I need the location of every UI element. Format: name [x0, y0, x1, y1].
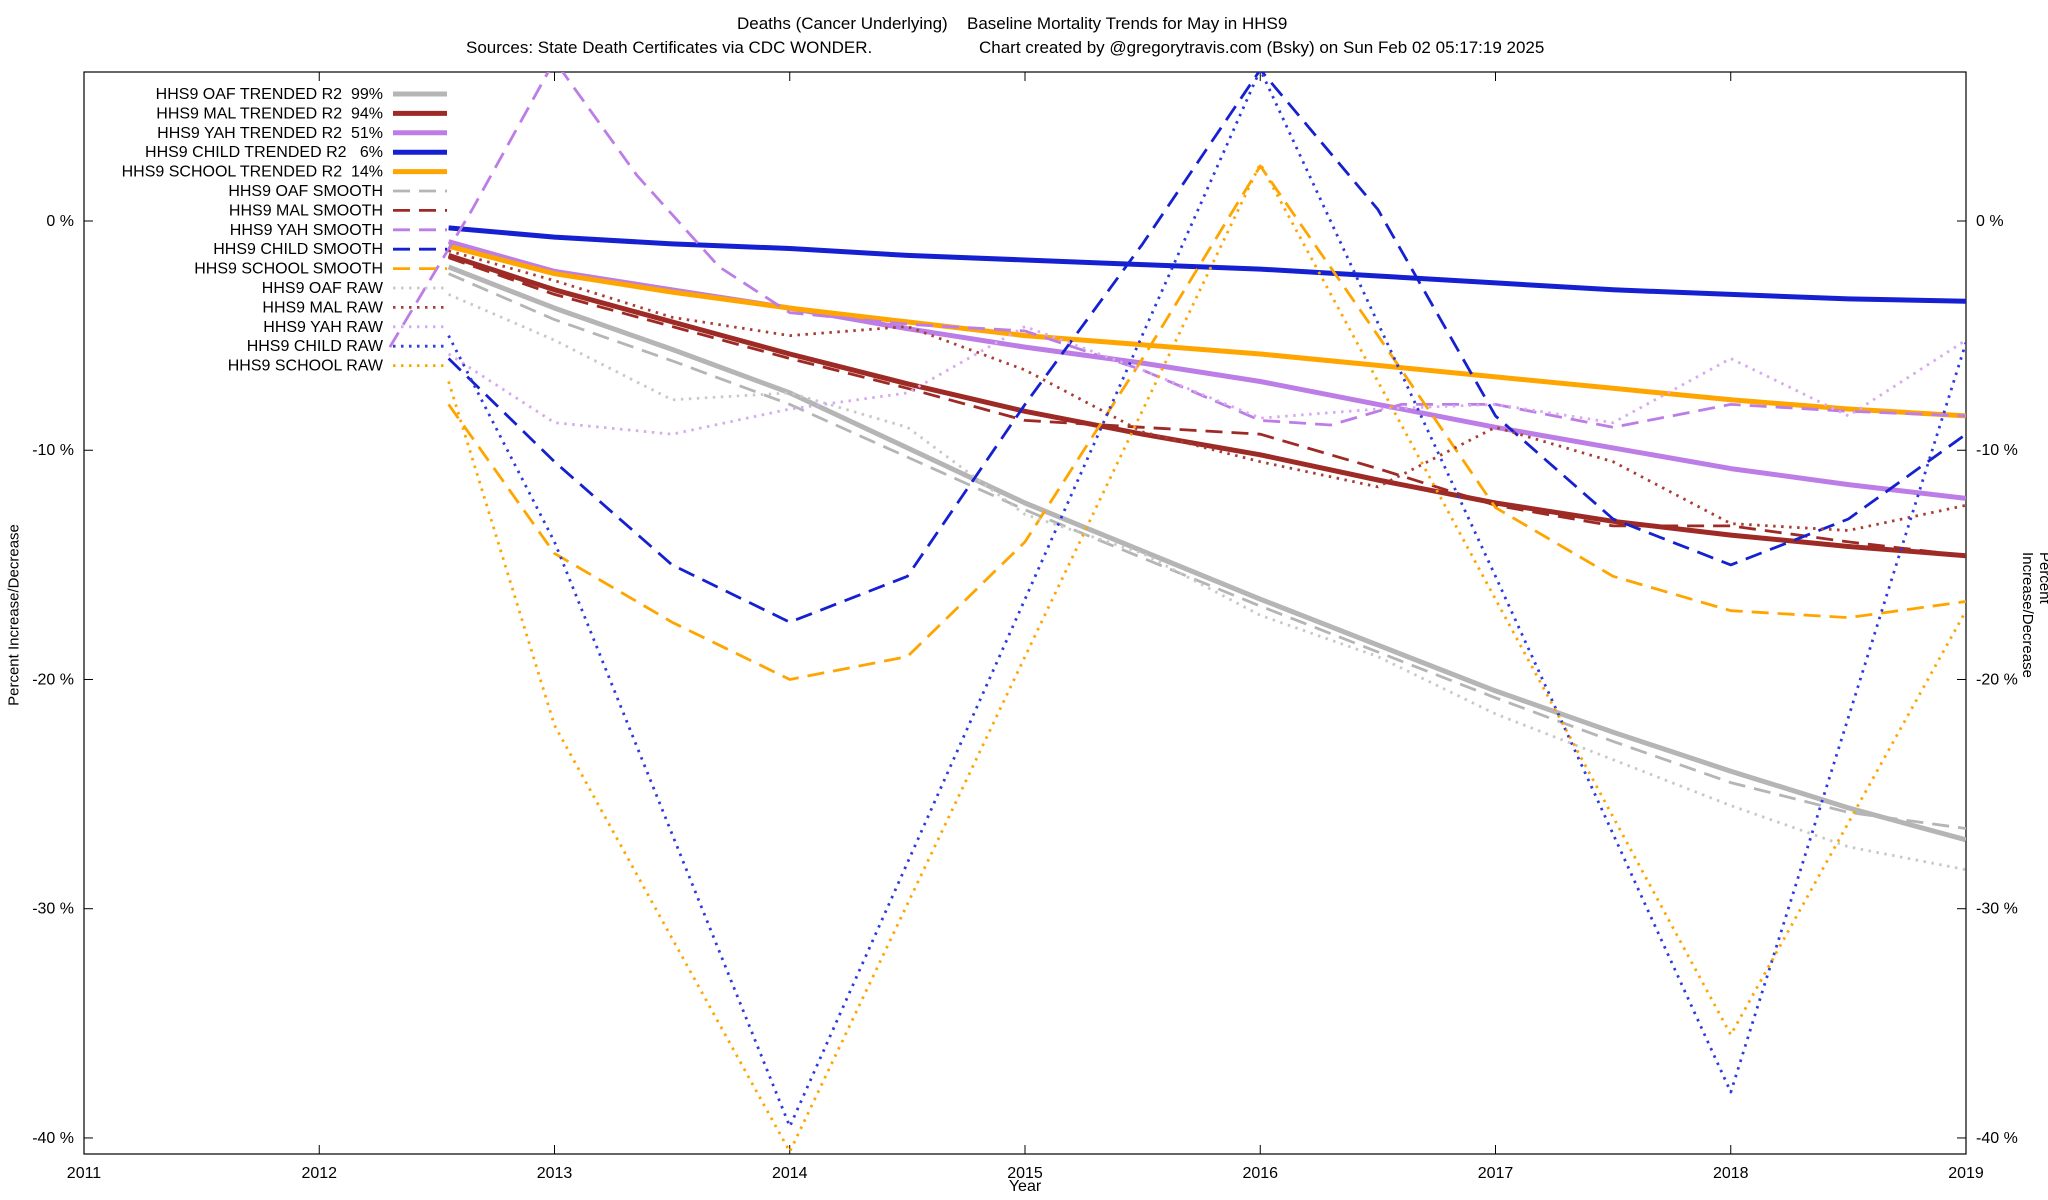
x-axis-label: Year [1008, 1178, 1042, 1195]
y-tick-label-right: -20 % [1976, 671, 2018, 688]
series-line-child-smooth [447, 72, 1966, 624]
chart-title-part1: Deaths (Cancer Underlying) [737, 14, 948, 33]
series-line-oaf-raw [448, 293, 1966, 872]
series-line-mal-trended [447, 253, 1966, 559]
series-line-yah-trended [447, 239, 1966, 501]
series-line-school-raw [447, 162, 1966, 1154]
chart-title-part2: Baseline Mortality Trends for May in HHS… [967, 14, 1288, 33]
legend-label-yah-raw: HHS9 YAH RAW [263, 319, 384, 336]
series-line-yah-smooth [388, 72, 1966, 429]
y-tick-label-left: -40 % [32, 1130, 74, 1147]
y-tick-label-left: -20 % [32, 671, 74, 688]
series-line-oaf-trended [447, 264, 1966, 843]
legend-label-school-trended: HHS9 SCHOOL TRENDED R2 14% [122, 164, 383, 181]
series-line-school-trended [447, 243, 1966, 419]
legend-label-mal-raw: HHS9 MAL RAW [262, 299, 384, 316]
x-tick-label: 2016 [1242, 1165, 1278, 1182]
series-line-child-trended [448, 225, 1966, 304]
legend-label-yah-smooth: HHS9 YAH SMOOTH [230, 222, 383, 239]
y-tick-label-right: -10 % [1976, 442, 2018, 459]
legend-label-mal-trended: HHS9 MAL TRENDED R2 94% [156, 105, 383, 122]
y-tick-label-right: -40 % [1976, 1130, 2018, 1147]
x-tick-label: 2018 [1713, 1165, 1749, 1182]
legend-label-child-trended: HHS9 CHILD TRENDED R2 6% [145, 144, 383, 161]
y-tick-label-right: -30 % [1976, 901, 2018, 918]
series-line-oaf-smooth [448, 272, 1966, 830]
y-tick-label-left: 0 % [46, 213, 74, 230]
x-tick-label: 2015 [1007, 1165, 1043, 1182]
legend-label-school-smooth: HHS9 SCHOOL SMOOTH [194, 261, 383, 278]
y-tick-label-left: -10 % [32, 442, 74, 459]
series-line-school-smooth [447, 164, 1966, 681]
legend-label-child-smooth: HHS9 CHILD SMOOTH [213, 241, 383, 258]
legend-label-child-raw: HHS9 CHILD RAW [247, 338, 384, 355]
series-line-yah-raw [447, 325, 1966, 436]
series-line-mal-smooth [448, 256, 1966, 558]
x-tick-label: 2017 [1478, 1165, 1514, 1182]
legend-label-oaf-smooth: HHS9 OAF SMOOTH [228, 183, 383, 200]
x-tick-label: 2012 [301, 1165, 337, 1182]
legend-label-oaf-trended: HHS9 OAF TRENDED R2 99% [156, 86, 383, 103]
legend-label-mal-smooth: HHS9 MAL SMOOTH [229, 202, 383, 219]
chart-sources-note: Sources: State Death Certificates via CD… [466, 38, 873, 57]
y-tick-label-right: 0 % [1976, 213, 2004, 230]
y-tick-label-left: -30 % [32, 901, 74, 918]
x-tick-label: 2019 [1948, 1165, 1984, 1182]
x-tick-label: 2011 [67, 1165, 102, 1182]
legend-label-yah-trended: HHS9 YAH TRENDED R2 51% [157, 125, 383, 142]
x-tick-label: 2014 [772, 1165, 808, 1182]
legend-label-oaf-raw: HHS9 OAF RAW [262, 280, 384, 297]
legend-label-school-raw: HHS9 SCHOOL RAW [228, 358, 384, 375]
chart-credit-note: Chart created by @gregorytravis.com (Bsk… [979, 38, 1545, 57]
series-line-child-raw [447, 72, 1966, 1128]
x-tick-label: 2013 [537, 1165, 573, 1182]
